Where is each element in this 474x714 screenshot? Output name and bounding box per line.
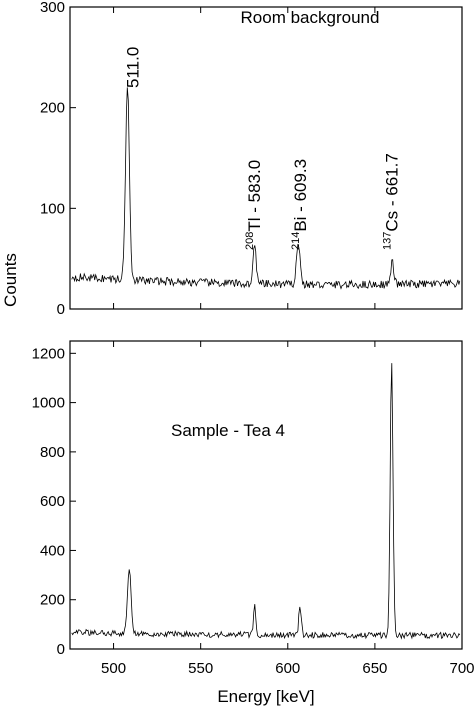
y-axis-title: Counts [1,253,20,307]
room-background-peak-label-isotope: 137 [381,232,393,250]
room-background-peak-labels: 511.0 208Tl - 583.0 214Bi - 609.3 137Cs - 6… [124,47,402,250]
room-background-y-tick-label: 300 [40,0,65,16]
room-background-peak-label: 214Bi - 609.3 [290,159,310,250]
room-background-peak-label: 511.0 [124,47,143,88]
x-axis-title: Energy [keV] [217,687,314,706]
x-axis-tick-label: 600 [275,660,300,677]
x-axis-tick-label: 500 [101,660,126,677]
sample-tea-4-tick-labels: 0 200 400 600 800 1000 1200 [32,345,65,658]
x-axis-tick-label: 550 [188,660,213,677]
room-background-title: Room background [241,8,380,27]
room-background-peak-label: 208Tl - 583.0 [244,160,264,250]
sample-tea-4-y-tick-label: 1200 [32,345,65,362]
x-axis-tick-labels: 500 550 600 650 700 [101,660,474,677]
room-background-ticks [70,6,463,310]
sample-tea-4-y-tick-label: 800 [40,444,65,461]
sample-tea-4-y-tick-label: 0 [57,641,65,658]
room-background-peak-label-text: Tl - 583.0 [245,160,264,232]
sample-tea-4-spectrum-line [71,363,461,640]
sample-tea-4-y-tick-label: 400 [40,542,65,559]
sample-tea-4-panel: Sample - Tea 4 0 200 400 600 800 1000 1200 [32,340,463,658]
room-background-peak-label-text: Cs - 661.7 [382,153,401,231]
sample-tea-4-y-tick-label: 1000 [32,395,65,412]
room-background-peak-label-isotope: 214 [290,232,302,250]
sample-tea-4-title: Sample - Tea 4 [171,421,285,440]
x-axis-tick-label: 650 [362,660,387,677]
x-axis-tick-label: 700 [449,660,474,677]
sample-tea-4-plot-frame [69,340,463,650]
room-background-y-tick-label: 100 [40,200,65,217]
room-background-peak-label: 137Cs - 661.7 [381,153,401,250]
sample-tea-4-y-tick-label: 200 [40,592,65,609]
room-background-y-tick-label: 200 [40,100,65,117]
room-background-peak-label-isotope: 208 [244,232,256,250]
room-background-plot-frame [69,6,463,310]
room-background-panel: Room background 0 100 200 300 511.0 208Tl - … [40,0,463,318]
room-background-y-tick-label: 0 [57,301,65,318]
room-background-peak-label-text: Bi - 609.3 [291,159,310,232]
sample-tea-4-y-tick-label: 600 [40,493,65,510]
sample-tea-4-ticks [70,341,463,650]
room-background-spectrum-line [71,87,461,290]
room-background-tick-labels: 0 100 200 300 [40,0,65,318]
